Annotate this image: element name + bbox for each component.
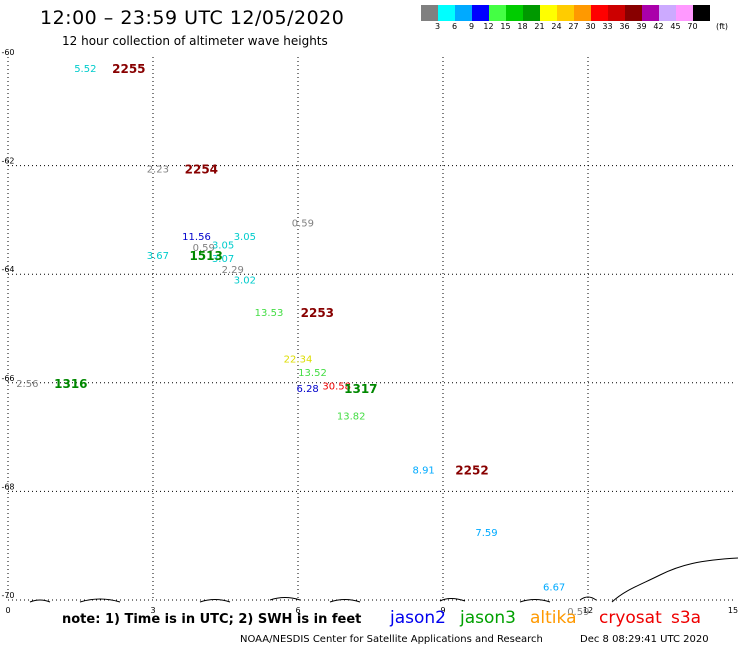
storm-id-label: 2253 [301,306,334,320]
wave-height-label: 30.58 [322,382,351,393]
scale-label: 39 [636,22,647,31]
legend-cryosat: cryosat [599,608,662,628]
credit-line: NOAA/NESDIS Center for Satellite Applica… [240,634,543,645]
color-scale-unit: (ft) [716,22,729,31]
x-tick-label: 9 [440,606,445,615]
wave-height-label: 3.67 [147,251,169,262]
scale-label: 45 [670,22,681,31]
scale-label: 12 [483,22,494,31]
scale-swatch [574,5,591,21]
legend-altika: altika [530,608,577,628]
y-tick-label: -62 [1,157,14,166]
wave-height-label: 3.05 [234,232,256,243]
wave-height-label: 2.23 [147,164,169,175]
scale-label: 27 [568,22,579,31]
wave-height-label: 7.59 [475,528,497,539]
scale-swatch [693,5,710,21]
y-tick-label: -60 [1,48,14,57]
wave-height-label: 0.59 [567,607,589,618]
scale-label: 70 [687,22,698,31]
scale-label: 15 [500,22,511,31]
timestamp: Dec 8 08:29:41 UTC 2020 [580,634,709,645]
scale-swatch [591,5,608,21]
scale-swatch [489,5,506,21]
y-tick-label: -70 [1,591,14,600]
wave-height-label: 8.91 [413,466,435,477]
scale-label: 9 [468,22,475,31]
storm-id-label: 2255 [112,62,145,76]
x-tick-label: 6 [295,606,300,615]
wave-height-label: 3.07 [212,254,234,265]
x-tick-label: 0 [5,606,10,615]
scale-swatch [557,5,574,21]
wave-height-label: 13.52 [298,368,327,379]
wave-height-label: 0.59 [193,243,215,254]
wave-height-label: 11.56 [182,232,211,243]
scale-swatch [642,5,659,21]
scale-swatch [540,5,557,21]
scale-swatch [472,5,489,21]
scale-label: 18 [517,22,528,31]
wave-height-label: 5.52 [74,64,96,75]
wave-height-label: 6.67 [543,582,565,593]
scale-swatch [506,5,523,21]
x-tick-label: 12 [583,606,593,615]
legend-jason3: jason3 [460,608,516,628]
scale-label: 3 [434,22,441,31]
wave-height-label: 13.82 [337,411,366,422]
wave-height-label: 2.29 [222,265,244,276]
wave-height-label: 0.59 [292,219,314,230]
x-tick-label: 3 [150,606,155,615]
storm-id-label: 1317 [344,382,377,396]
x-tick-label: 15 [728,606,738,615]
scale-swatch [608,5,625,21]
coastline [29,557,739,603]
scale-swatch [438,5,455,21]
page-title: 12:00 – 23:59 UTC 12/05/2020 [40,7,345,29]
scale-label: 36 [619,22,630,31]
page-subtitle: 12 hour collection of altimeter wave hei… [62,34,328,48]
scale-label: 21 [534,22,545,31]
color-scale [421,5,710,21]
scale-label: 42 [653,22,664,31]
storm-id-label: 1513 [189,249,222,263]
y-tick-label: -66 [1,374,14,383]
wave-height-label: 3.02 [234,276,256,287]
scale-swatch [455,5,472,21]
wave-height-label: 2.56 [16,379,38,390]
footer-note: note: 1) Time is in UTC; 2) SWH is in fe… [62,612,362,627]
scale-swatch [659,5,676,21]
scale-label: 24 [551,22,562,31]
scale-swatch [676,5,693,21]
scale-swatch [625,5,642,21]
y-tick-label: -68 [1,482,14,491]
scale-label: 30 [585,22,596,31]
wave-height-label: 22.34 [284,354,313,365]
legend-s3a: s3a [671,608,702,628]
storm-id-label: 2254 [185,162,218,176]
legend-jason2: jason2 [390,608,446,628]
wave-height-label: 6.28 [297,384,319,395]
scale-label: 33 [602,22,613,31]
scale-swatch [421,5,438,21]
scale-swatch [523,5,540,21]
wave-height-label: 13.53 [255,308,284,319]
storm-id-label: 2252 [455,464,488,478]
storm-id-label: 1316 [54,377,87,391]
wave-height-label: 3.05 [212,240,234,251]
y-tick-label: -64 [1,265,14,274]
scale-label: 6 [451,22,458,31]
